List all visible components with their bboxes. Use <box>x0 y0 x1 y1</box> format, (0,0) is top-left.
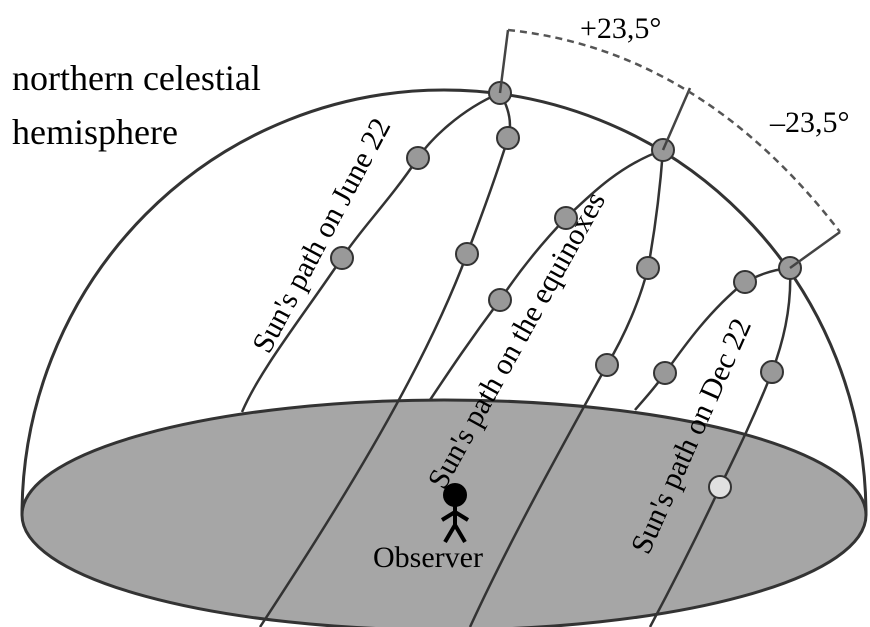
title-line2: hemisphere <box>12 112 178 152</box>
observer-label: Observer <box>373 541 483 574</box>
title-line1: northern celestial <box>12 58 261 98</box>
ground <box>22 400 866 627</box>
angle-plus: +23,5° <box>580 12 661 45</box>
june-label: Sun's path on June 22 <box>246 113 397 358</box>
diagram: northern celestial hemisphere +23,5° –23… <box>0 0 870 627</box>
angle-minus: –23,5° <box>769 106 850 139</box>
